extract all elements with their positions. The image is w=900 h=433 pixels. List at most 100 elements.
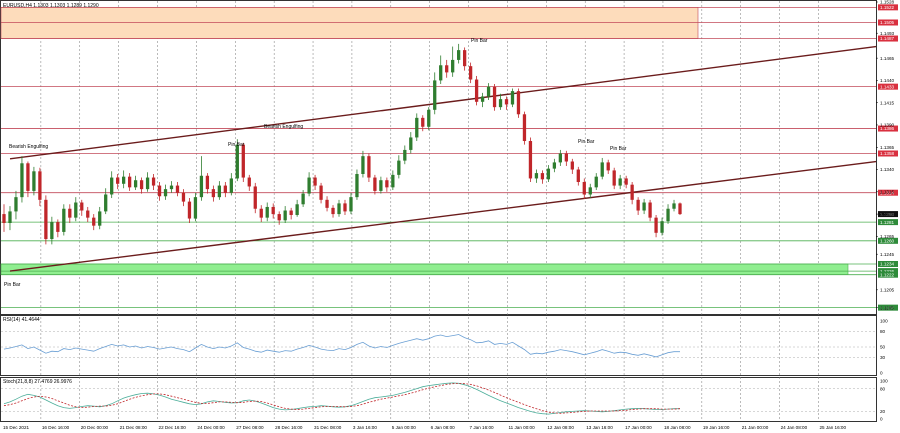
candle-body	[259, 208, 263, 218]
candle-body	[600, 162, 604, 177]
price-tick-label: 1.1528	[880, 0, 894, 5]
trendline	[9, 160, 877, 272]
candle-body	[163, 189, 168, 197]
rsi-header: RSI(14) 41.4644	[3, 317, 40, 323]
time-label: 15 Dec 2021	[3, 425, 29, 430]
time-label: 16 Dec 16:00	[42, 425, 70, 430]
price-tag-label: 1.1185	[880, 305, 894, 310]
candle-body	[211, 189, 216, 198]
price-tag	[878, 150, 898, 157]
candle-body	[14, 197, 18, 212]
pattern-annotation: Pin Bar	[228, 142, 245, 148]
candle-body	[187, 201, 192, 219]
candle-body	[391, 174, 395, 188]
rsi-panel[interactable]	[0, 315, 877, 376]
price-tag	[878, 271, 898, 278]
price-tag-label: 1.1487	[880, 36, 894, 41]
price-tick-label: 1.1185	[880, 305, 894, 310]
candle-body	[307, 177, 311, 194]
candle-body	[576, 169, 580, 183]
candle-body	[540, 173, 545, 180]
main-price-panel[interactable]	[0, 0, 877, 315]
candle-body	[44, 199, 48, 240]
candle-body	[139, 180, 144, 190]
price-tick-label: 1.1390	[880, 123, 894, 128]
candle-body	[528, 141, 533, 179]
candle-body	[271, 206, 275, 215]
candles	[2, 43, 682, 245]
price-tick-label: 1.1440	[880, 78, 894, 83]
rsi-level-label: 0	[880, 371, 883, 376]
candle-body	[181, 192, 186, 202]
price-tag	[878, 125, 898, 132]
candle-body	[373, 177, 377, 191]
candle-body	[546, 168, 551, 180]
candle-body	[68, 208, 72, 218]
time-label: 24 Dec 00:00	[197, 425, 225, 430]
price-tag-label: 1.1358	[880, 151, 894, 156]
price-tick-label: 1.1493	[880, 31, 894, 36]
candle-body	[492, 86, 497, 108]
candle-body	[289, 210, 293, 215]
price-tag	[878, 83, 898, 90]
stoch-level-label: 0	[880, 417, 883, 422]
candle-body	[235, 144, 239, 179]
time-label: 28 Dec 16:00	[275, 425, 303, 430]
candle-body	[678, 203, 682, 215]
candle-body	[630, 184, 634, 200]
candle-body	[217, 185, 222, 198]
candle-body	[570, 161, 574, 170]
price-tick-label: 1.1265	[880, 234, 894, 239]
candle-body	[133, 180, 138, 188]
candle-body	[468, 66, 473, 80]
candle-body	[110, 177, 114, 195]
candle-body	[98, 211, 102, 226]
price-tag-label: 1.1290	[880, 212, 894, 217]
candle-body	[660, 221, 664, 233]
candle-body	[247, 177, 251, 187]
candle-body	[624, 178, 628, 185]
candle-body	[510, 91, 515, 105]
candle-body	[582, 182, 586, 195]
stoch-signal-line	[3, 382, 681, 414]
price-tag-label: 1.1433	[880, 84, 894, 89]
candle-body	[612, 170, 616, 186]
time-label: 17 Jan 00:00	[625, 425, 652, 430]
price-tag-label: 1.1222	[880, 272, 894, 277]
price-tag	[878, 237, 898, 244]
chart-header: EURUSD,H4 1.1303 1.1303 1.1289 1.1290	[3, 3, 99, 9]
candle-body	[86, 210, 90, 218]
support-zone	[0, 263, 849, 275]
stochastic-panel[interactable]	[0, 377, 877, 422]
price-tag-label: 1.1522	[880, 5, 894, 10]
price-tick-label: 1.1415	[880, 100, 894, 105]
candle-body	[56, 222, 60, 232]
candle-body	[534, 173, 539, 179]
price-tag-label: 1.1226	[880, 269, 894, 274]
price-axis-tags: 1.15221.15051.14871.14331.13861.13581.13…	[878, 4, 898, 311]
candle-body	[20, 163, 24, 198]
candle-body	[8, 211, 12, 223]
trendline	[9, 45, 877, 160]
price-tag	[878, 268, 898, 275]
rsi-level-label: 30	[880, 355, 886, 360]
candle-body	[462, 50, 467, 67]
candle-body	[445, 65, 449, 73]
candle-body	[636, 199, 640, 211]
price-tag	[878, 19, 898, 26]
candle-body	[433, 80, 437, 110]
pattern-annotation: Pin Bar	[4, 282, 21, 288]
rsi-level-label: 80	[880, 329, 886, 334]
time-label: 22 Dec 16:00	[159, 425, 187, 430]
candle-body	[564, 153, 568, 162]
candle-body	[504, 99, 509, 105]
price-tag	[878, 189, 898, 196]
time-label: 5 Jan 00:00	[392, 425, 416, 430]
candle-body	[403, 149, 407, 161]
time-label: 13 Jan 16:00	[586, 425, 613, 430]
time-label: 27 Dec 08:00	[236, 425, 264, 430]
candle-body	[175, 185, 180, 193]
candle-body	[522, 114, 527, 142]
candle-body	[277, 214, 281, 221]
